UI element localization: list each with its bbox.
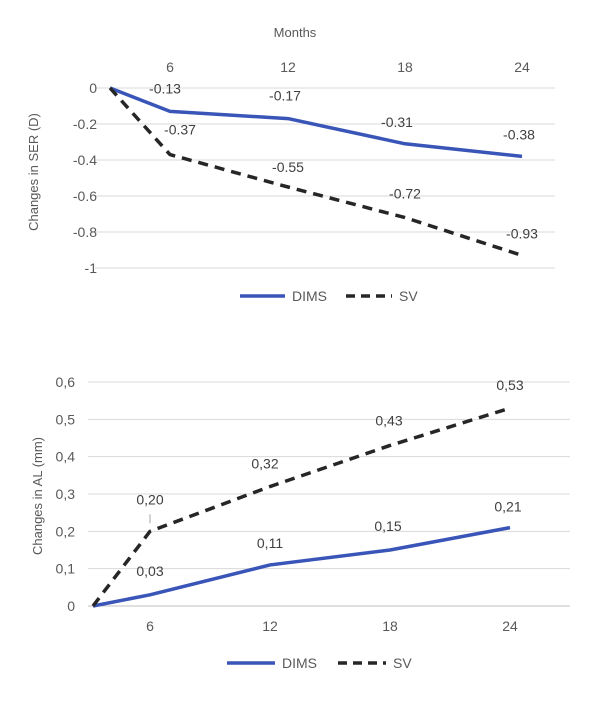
y-tick-label: -1: [85, 260, 98, 276]
y-tick-label: 0: [67, 598, 75, 614]
data-label-dims: 0,15: [374, 518, 401, 534]
y-tick-label: -0.8: [73, 224, 97, 240]
data-label-sv: -0.55: [272, 159, 304, 175]
legend: DIMS SV: [240, 288, 418, 304]
ser-chart: Months Changes in SER (D) 6 12 18 24 0 -0.2 -…: [26, 25, 555, 304]
legend-sv-label: SV: [393, 655, 412, 671]
data-label-dims: -0.17: [269, 88, 301, 104]
y-tick-label: 0,2: [56, 523, 76, 539]
x-tick-label: 24: [514, 59, 530, 75]
x-tick-label: 6: [166, 59, 174, 75]
y-tick-label: 0,1: [56, 561, 76, 577]
data-label-sv: 0,20: [136, 491, 163, 507]
data-label-sv: -0.37: [164, 122, 196, 138]
legend: DIMS SV: [227, 655, 412, 671]
y-tick-label: -0.2: [73, 116, 97, 132]
x-tick-label: 12: [262, 618, 278, 634]
data-label-sv: -0.72: [389, 186, 421, 202]
data-label-dims: 0,21: [494, 499, 521, 515]
data-label-dims: 0,03: [136, 563, 163, 579]
legend-dims-label: DIMS: [292, 288, 327, 304]
y-tick-label: 0,4: [56, 449, 76, 465]
data-label-dims: -0.38: [503, 126, 535, 142]
y-axis-title: Changes in AL (mm): [30, 437, 45, 555]
series-line-dims: [92, 525, 511, 608]
x-tick-label: 18: [397, 59, 413, 75]
x-axis-title: Months: [274, 25, 317, 40]
x-tick-label: 12: [280, 59, 296, 75]
series-line-sv: [91, 406, 511, 608]
legend-dims-label: DIMS: [282, 655, 317, 671]
series-line-dims: [109, 86, 523, 159]
y-tick-label: -0.6: [73, 188, 97, 204]
x-tick-label: 24: [502, 618, 518, 634]
x-tick-label: 18: [382, 618, 398, 634]
data-label-dims: -0.31: [381, 114, 413, 130]
data-label-sv: 0,32: [251, 456, 278, 472]
data-label-dims: -0.13: [149, 80, 181, 96]
data-label-sv: 0,53: [496, 377, 523, 393]
y-tick-label: 0: [89, 80, 97, 96]
y-tick-label: 0,5: [56, 411, 76, 427]
legend-sv-label: SV: [399, 288, 418, 304]
series-line-sv: [108, 86, 523, 258]
al-chart: Changes in AL (mm) 6 12 18 24 0 0,1 0,2 0,3 0,4…: [30, 374, 570, 671]
data-label-sv: -0.93: [506, 225, 538, 241]
y-axis-title: Changes in SER (D): [26, 113, 41, 231]
x-tick-label: 6: [146, 618, 154, 634]
data-label-dims: 0,11: [257, 535, 283, 551]
y-tick-label: 0,6: [56, 374, 76, 390]
data-label-sv: 0,43: [375, 412, 402, 428]
y-tick-label: 0,3: [56, 486, 76, 502]
y-tick-label: -0.4: [73, 152, 97, 168]
